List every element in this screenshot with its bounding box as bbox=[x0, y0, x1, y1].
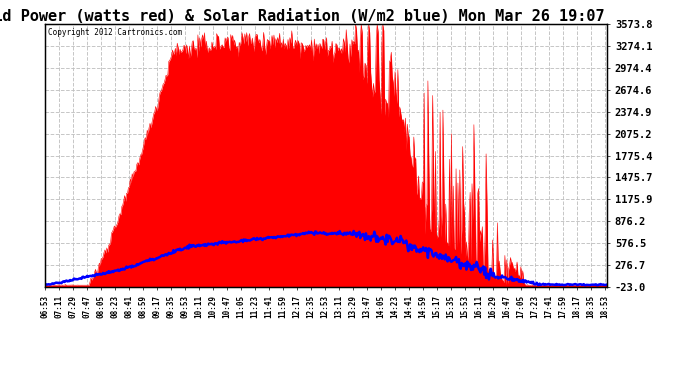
Text: Copyright 2012 Cartronics.com: Copyright 2012 Cartronics.com bbox=[48, 28, 181, 38]
Text: Grid Power (watts red) & Solar Radiation (W/m2 blue) Mon Mar 26 19:07: Grid Power (watts red) & Solar Radiation… bbox=[0, 9, 604, 24]
